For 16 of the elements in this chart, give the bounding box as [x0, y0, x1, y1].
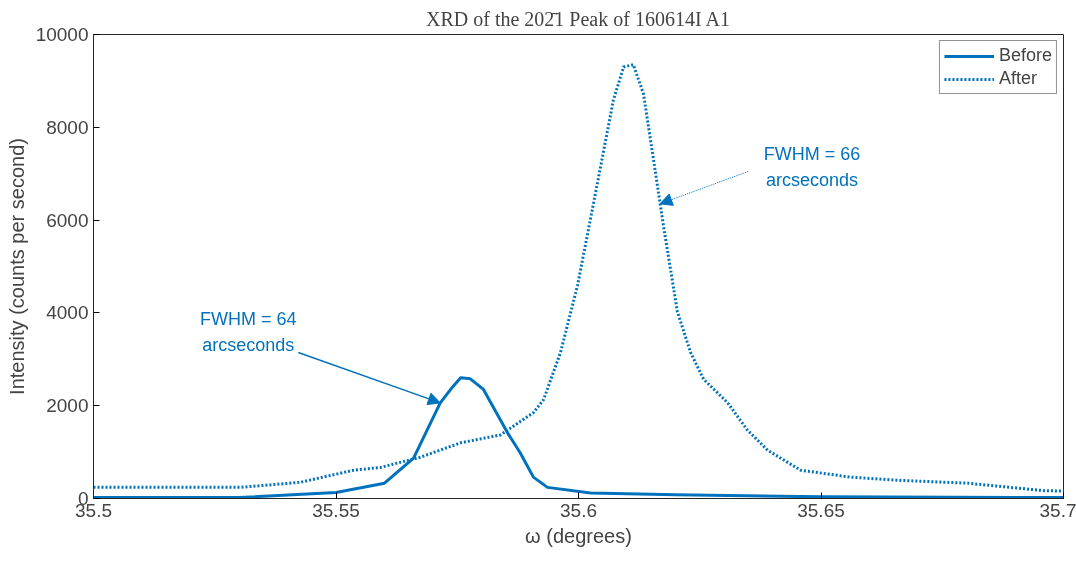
- x-tick-label: 35.7: [1039, 499, 1076, 521]
- x-tick-label: 35.6: [560, 499, 597, 521]
- x-axis-title: ω (degrees): [525, 524, 632, 547]
- annotation: FWHM = 64 arcseconds: [200, 309, 297, 356]
- y-tick-label: 8000: [46, 116, 89, 138]
- y-tick-label: 2000: [46, 395, 89, 417]
- y-tick-label: 6000: [46, 209, 89, 231]
- y-axis-title: Intensity (counts per second): [5, 138, 28, 395]
- annotation: FWHM = 66 arcseconds: [763, 143, 861, 190]
- legend-label: After: [998, 68, 1037, 89]
- legend-label: Before: [998, 45, 1052, 66]
- x-tick-label: 35.65: [797, 499, 845, 521]
- y-tick-label: 4000: [46, 302, 89, 324]
- chart-title: XRD of the 202̄1 Peak of 160614I A1: [426, 7, 730, 30]
- x-tick-label: 35.55: [312, 499, 360, 521]
- y-tick-label: 10000: [35, 24, 89, 45]
